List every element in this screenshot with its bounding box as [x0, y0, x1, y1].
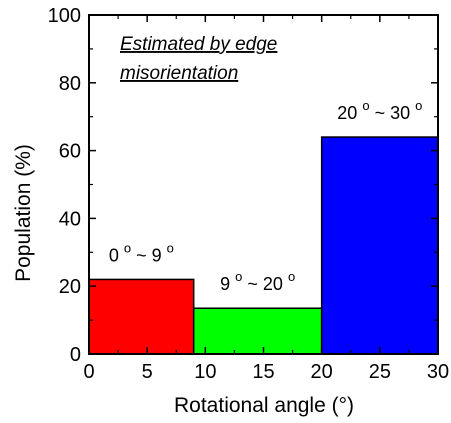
- x-tick-label-4: 20: [311, 361, 333, 383]
- y-tick-label-2: 40: [59, 208, 81, 230]
- x-tick-label-5: 25: [369, 361, 391, 383]
- y-tick-label-3: 60: [59, 141, 81, 163]
- x-axis-title: Rotational angle (°): [174, 394, 354, 417]
- bar-2: [320, 136, 439, 355]
- y-tick-label-1: 20: [59, 276, 81, 298]
- x-tick-label-6: 30: [427, 361, 449, 383]
- labels-group: 0 5 10 15 20 25 30 0 20 40 60 80 100 0 o ~ 9 o 9 o ~ 2…: [48, 5, 450, 383]
- bar-0: [88, 278, 195, 355]
- plot-frame: [88, 14, 439, 355]
- bar-label-0: 0 o ~ 9 o: [109, 240, 174, 265]
- y-tick-label-0: 0: [70, 344, 81, 366]
- y-tick-label-4: 80: [59, 73, 81, 95]
- y-axis-title: Population (%): [12, 144, 35, 282]
- bar-label-2: 20 o ~ 30 o: [337, 98, 422, 123]
- x-tick-label-2: 10: [194, 361, 216, 383]
- x-tick-label-1: 5: [142, 361, 153, 383]
- annotation-line-1: Estimated by edge: [120, 34, 277, 55]
- x-tick-label-3: 15: [252, 361, 274, 383]
- bars-group: [88, 136, 439, 355]
- bar-1: [192, 307, 323, 355]
- x-tick-label-0: 0: [83, 361, 94, 383]
- annotation-line-2: misorientation: [120, 63, 238, 84]
- bar-label-1: 9 o ~ 20 o: [220, 269, 295, 294]
- y-tick-label-5: 100: [48, 5, 81, 27]
